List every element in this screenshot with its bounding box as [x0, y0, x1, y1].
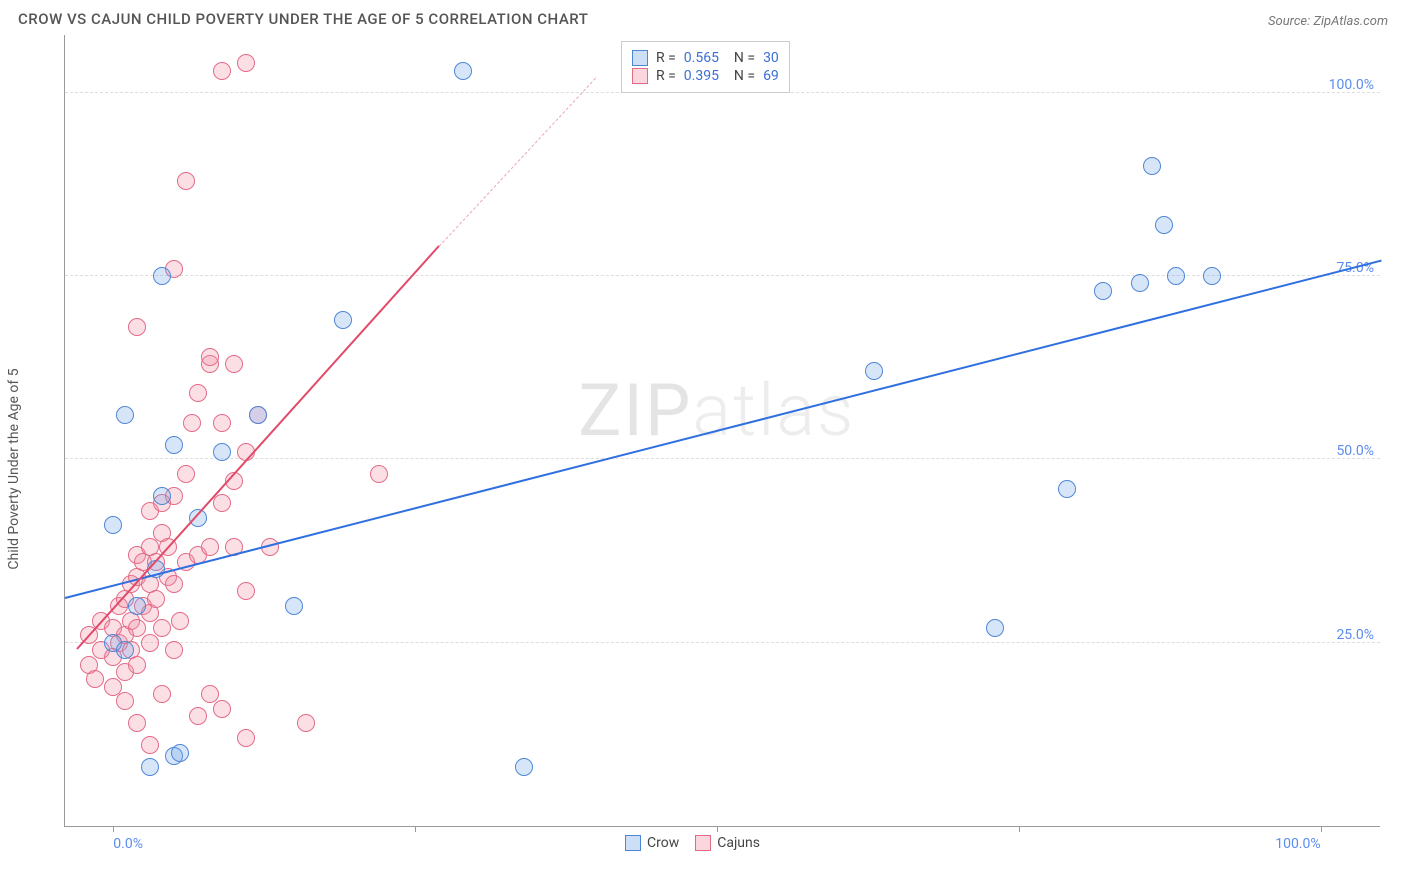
data-point: [153, 685, 171, 703]
legend-row: R = 0.395 N = 69: [632, 68, 779, 84]
data-point: [1058, 480, 1076, 498]
legend-item: Cajuns: [695, 835, 760, 851]
data-point: [334, 311, 352, 329]
series-legend: Crow Cajuns: [625, 835, 760, 851]
data-point: [189, 707, 207, 725]
data-point: [213, 414, 231, 432]
trend-line: [65, 259, 1381, 598]
legend-n-value: 30: [763, 50, 779, 66]
data-point: [153, 487, 171, 505]
scatter-chart: Child Poverty Under the Age of 5 25.0%50…: [18, 35, 1388, 887]
x-tick: [415, 826, 416, 832]
data-point: [213, 443, 231, 461]
data-point: [454, 62, 472, 80]
data-point: [370, 465, 388, 483]
x-tick: [1321, 826, 1322, 832]
data-point: [213, 700, 231, 718]
data-point: [128, 714, 146, 732]
data-point: [183, 414, 201, 432]
x-tick: [113, 826, 114, 832]
data-point: [285, 597, 303, 615]
legend-n-value: 69: [763, 68, 779, 84]
data-point: [141, 736, 159, 754]
legend-swatch: [632, 68, 648, 84]
y-tick-label: 50.0%: [1336, 443, 1374, 459]
gridline: [65, 458, 1380, 459]
legend-label: Cajuns: [717, 835, 760, 851]
data-point: [1167, 267, 1185, 285]
source: Source: ZipAtlas.com: [1268, 10, 1388, 29]
legend-r-label: R =: [656, 68, 676, 84]
data-point: [177, 465, 195, 483]
legend-r-value: 0.395: [684, 68, 719, 84]
data-point: [116, 641, 134, 659]
x-tick: [717, 826, 718, 832]
data-point: [1155, 216, 1173, 234]
gridline: [65, 642, 1380, 643]
data-point: [171, 612, 189, 630]
legend-n-label: N =: [727, 68, 755, 84]
data-point: [201, 348, 219, 366]
x-tick-label-max: 100.0%: [1275, 836, 1320, 852]
source-label: Source:: [1268, 14, 1313, 29]
plot-area: 25.0%50.0%75.0%100.0%0.0%100.0%ZIPatlasR…: [64, 35, 1380, 827]
data-point: [116, 692, 134, 710]
data-point: [189, 384, 207, 402]
correlation-legend: R = 0.565 N = 30R = 0.395 N = 69: [621, 41, 790, 93]
data-point: [147, 590, 165, 608]
trend-line: [76, 245, 440, 650]
data-point: [141, 758, 159, 776]
data-point: [237, 582, 255, 600]
data-point: [237, 54, 255, 72]
data-point: [165, 641, 183, 659]
data-point: [86, 670, 104, 688]
legend-n-label: N =: [727, 50, 755, 66]
trend-line: [439, 77, 597, 246]
data-point: [249, 406, 267, 424]
data-point: [171, 744, 189, 762]
data-point: [128, 318, 146, 336]
legend-swatch: [695, 835, 711, 851]
chart-title: CROW VS CAJUN CHILD POVERTY UNDER THE AG…: [18, 10, 588, 28]
data-point: [297, 714, 315, 732]
legend-label: Crow: [647, 835, 679, 851]
legend-swatch: [625, 835, 641, 851]
y-tick-label: 25.0%: [1336, 627, 1374, 643]
data-point: [1094, 282, 1112, 300]
data-point: [128, 656, 146, 674]
data-point: [1131, 274, 1149, 292]
data-point: [213, 62, 231, 80]
data-point: [165, 436, 183, 454]
data-point: [116, 406, 134, 424]
data-point: [141, 634, 159, 652]
x-tick-label-min: 0.0%: [113, 836, 143, 852]
watermark: ZIPatlas: [578, 368, 855, 453]
source-value: ZipAtlas.com: [1313, 14, 1388, 29]
data-point: [225, 355, 243, 373]
data-point: [865, 362, 883, 380]
data-point: [128, 597, 146, 615]
data-point: [515, 758, 533, 776]
data-point: [201, 538, 219, 556]
legend-item: Crow: [625, 835, 679, 851]
y-tick-label: 100.0%: [1329, 77, 1374, 93]
legend-row: R = 0.565 N = 30: [632, 50, 779, 66]
legend-r-value: 0.565: [684, 50, 719, 66]
y-axis-label: Child Poverty Under the Age of 5: [6, 368, 22, 569]
legend-swatch: [632, 50, 648, 66]
data-point: [165, 575, 183, 593]
data-point: [986, 619, 1004, 637]
data-point: [153, 619, 171, 637]
data-point: [213, 494, 231, 512]
legend-r-label: R =: [656, 50, 676, 66]
x-tick: [1019, 826, 1020, 832]
data-point: [177, 172, 195, 190]
data-point: [1203, 267, 1221, 285]
data-point: [1143, 157, 1161, 175]
data-point: [104, 516, 122, 534]
data-point: [153, 267, 171, 285]
data-point: [237, 729, 255, 747]
